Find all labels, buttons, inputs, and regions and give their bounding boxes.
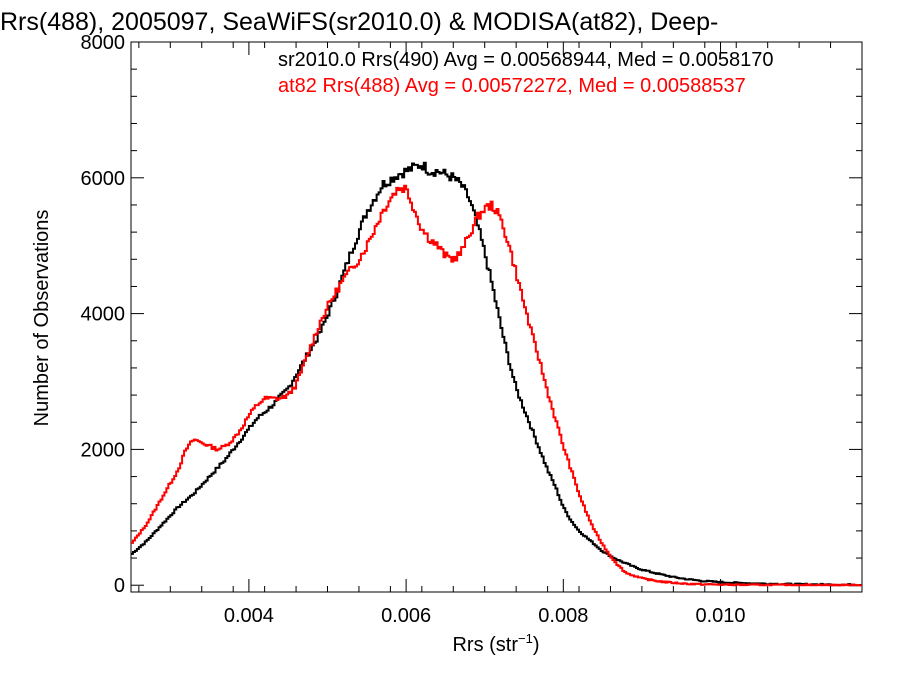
y-tick-label: 8000 bbox=[81, 32, 126, 54]
x-axis-label-close: ) bbox=[533, 634, 540, 656]
y-tick-label: 0 bbox=[114, 575, 125, 597]
x-axis-label: Rrs (str−1) bbox=[452, 631, 539, 656]
y-tick-label: 4000 bbox=[81, 304, 126, 326]
x-tick-label: 0.010 bbox=[695, 605, 745, 627]
y-tick-label: 6000 bbox=[81, 168, 126, 190]
y-axis: 0 2000 4000 6000 8000 bbox=[81, 32, 862, 597]
y-axis-label: Number of Observations bbox=[31, 210, 53, 427]
series-line-sr2010 bbox=[131, 161, 862, 587]
series-layer bbox=[131, 161, 862, 587]
legend-entry-sr2010: sr2010.0 Rrs(490) Avg = 0.00568944, Med … bbox=[278, 49, 774, 71]
x-tick-label: 0.006 bbox=[381, 605, 431, 627]
series-line-at82 bbox=[131, 184, 862, 587]
x-axis: 0.004 0.006 0.008 0.010 bbox=[138, 42, 863, 627]
chart-title: Rrs(488), 2005097, SeaWiFS(sr2010.0) & M… bbox=[0, 8, 718, 36]
x-tick-label: 0.004 bbox=[224, 605, 274, 627]
legend-entry-at82: at82 Rrs(488) Avg = 0.00572272, Med = 0.… bbox=[278, 75, 746, 97]
x-axis-label-superscript: −1 bbox=[518, 631, 533, 646]
x-tick-label: 0.008 bbox=[538, 605, 588, 627]
x-axis-label-main: Rrs (str bbox=[452, 634, 518, 656]
legend: sr2010.0 Rrs(490) Avg = 0.00568944, Med … bbox=[278, 49, 774, 97]
plot-frame bbox=[130, 41, 863, 593]
y-tick-label: 2000 bbox=[81, 439, 126, 461]
